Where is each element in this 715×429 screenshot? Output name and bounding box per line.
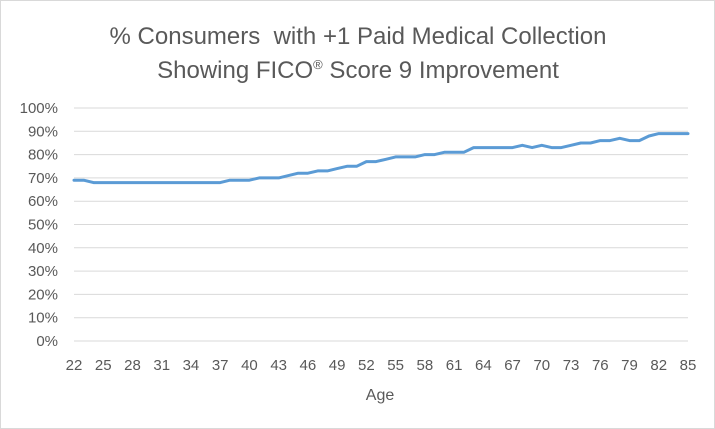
- series-layer: [72, 132, 690, 185]
- y-tick-label: 80%: [28, 147, 58, 164]
- x-tick-label: 49: [329, 357, 346, 374]
- y-tick-label: 30%: [28, 263, 58, 280]
- x-tick-label: 46: [300, 357, 317, 374]
- x-tick-label: 70: [533, 357, 550, 374]
- y-tick-label: 70%: [28, 170, 58, 187]
- series-line: [72, 132, 690, 185]
- x-tick-label: 85: [680, 357, 697, 374]
- x-tick-label: 37: [212, 357, 229, 374]
- x-tick-label: 67: [504, 357, 521, 374]
- y-axis-ticks: 0% 10% 20% 30% 40% 50% 60% 70% 80% 90% 100%: [20, 100, 58, 350]
- x-tick-label: 58: [417, 357, 434, 374]
- title-part-after: Score 9 Improvement: [323, 57, 559, 84]
- x-tick-label: 55: [387, 357, 404, 374]
- y-tick-label: 90%: [28, 123, 58, 140]
- x-tick-label: 34: [183, 357, 200, 374]
- title-part-before: Showing FICO: [157, 57, 313, 84]
- y-tick-label: 60%: [28, 193, 58, 210]
- y-tick-label: 100%: [20, 100, 58, 117]
- x-tick-label: 52: [358, 357, 375, 374]
- x-tick-label: 73: [563, 357, 580, 374]
- x-tick-label: 79: [621, 357, 638, 374]
- y-tick-label: 20%: [28, 286, 58, 303]
- x-tick-label: 28: [124, 357, 141, 374]
- x-tick-label: 82: [650, 357, 667, 374]
- y-tick-label: 10%: [28, 310, 58, 327]
- x-axis-label: Age: [366, 387, 395, 404]
- x-tick-label: 25: [95, 357, 112, 374]
- x-tick-label: 64: [475, 357, 492, 374]
- x-tick-label: 22: [66, 357, 83, 374]
- chart-title-line-2: Showing FICO® Score 9 Improvement: [157, 57, 559, 84]
- chart-title-line-1: % Consumers with +1 Paid Medical Collect…: [110, 23, 607, 50]
- x-tick-label: 31: [153, 357, 170, 374]
- y-tick-label: 40%: [28, 240, 58, 257]
- x-tick-label: 61: [446, 357, 463, 374]
- x-tick-label: 40: [241, 357, 258, 374]
- x-axis-ticks: 22 25 28 31 34 37 40 43 46 49 52 55 58 61 64 67 70 73 76 79…: [66, 357, 697, 374]
- x-tick-label: 76: [592, 357, 609, 374]
- y-tick-label: 0%: [36, 333, 58, 350]
- y-tick-label: 50%: [28, 217, 58, 234]
- gridlines: [74, 107, 688, 342]
- x-tick-label: 43: [270, 357, 287, 374]
- title-registered-mark: ®: [313, 57, 323, 72]
